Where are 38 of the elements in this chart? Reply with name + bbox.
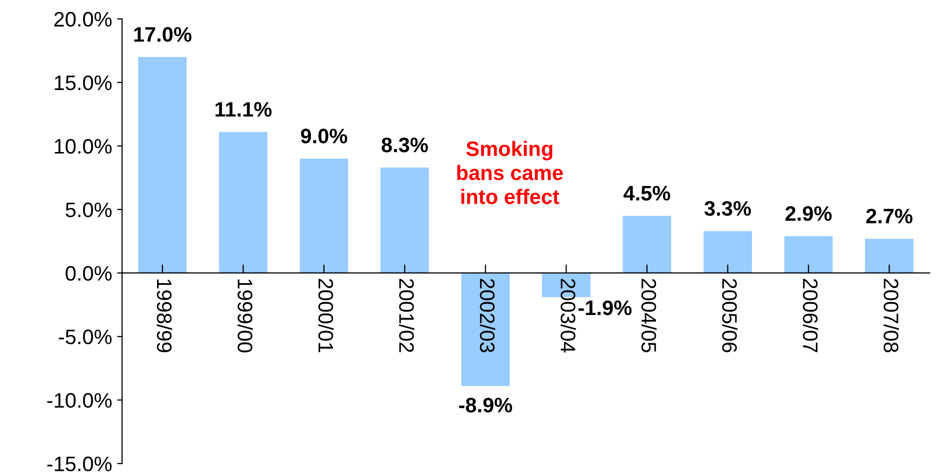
data-label: 11.1% (216, 102, 272, 117)
y-tick-label: 15.0% (54, 75, 112, 90)
annotation: Smoking bans came into effect (457, 140, 563, 204)
x-tick-label: 2007/08 (884, 278, 899, 352)
data-label: 2.7% (866, 208, 912, 224)
data-label: 8.3% (382, 138, 428, 152)
bar (138, 57, 187, 273)
data-label: 2.9% (785, 206, 832, 221)
bar (461, 272, 510, 386)
y-tick-label: -10.0% (47, 393, 112, 408)
bar (218, 132, 268, 273)
data-label: -8.9% (459, 398, 512, 412)
bar (622, 216, 672, 273)
y-tick-label: 0.0% (66, 266, 112, 281)
y-tick-label: -5.0% (58, 330, 112, 344)
y-tick-label: -15.0% (47, 456, 112, 472)
x-tick-label: 2000/01 (318, 278, 334, 352)
x-tick-label: 1998/99 (156, 279, 172, 352)
x-tick-label: 2006/07 (802, 278, 818, 352)
bar (380, 168, 429, 273)
y-tick-label: 20.0% (54, 12, 112, 27)
data-label: 3.3% (704, 201, 751, 216)
data-label: 9.0% (300, 128, 348, 144)
data-label: -1.9% (578, 300, 632, 316)
y-tick-label: 10.0% (54, 138, 112, 154)
x-tick-label: 2005/06 (722, 278, 738, 352)
x-tick-label: 2004/05 (641, 278, 657, 352)
data-label: 17.0% (134, 27, 192, 42)
x-tick-label: 2003/04 (560, 278, 576, 353)
x-tick-label: 2002/03 (480, 278, 496, 352)
y-tick-label: 5.0% (66, 202, 112, 218)
data-label: 4.5% (624, 186, 670, 201)
bar (300, 158, 348, 273)
x-tick-label: 1999/00 (238, 279, 253, 352)
bar (704, 231, 752, 273)
bar (784, 236, 833, 273)
bar (865, 238, 914, 273)
x-tick-label: 2001/02 (399, 278, 414, 352)
